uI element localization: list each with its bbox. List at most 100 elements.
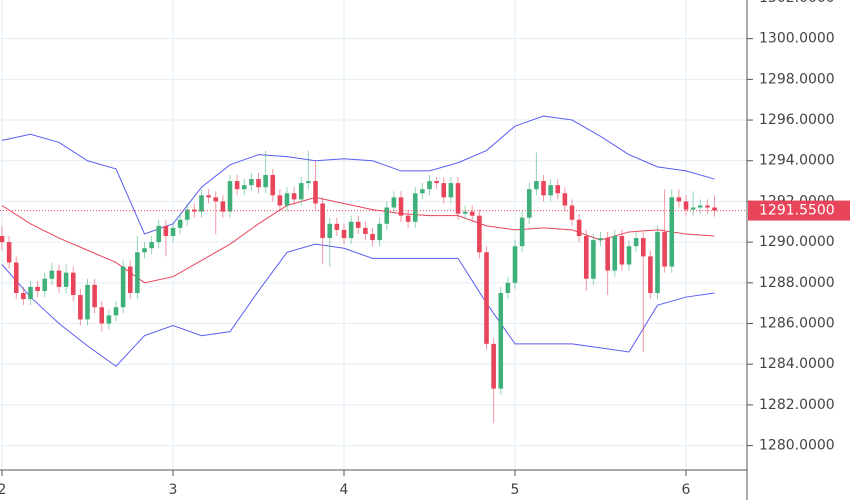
candle-body — [370, 233, 375, 241]
candle-body — [120, 266, 126, 308]
candle-body — [669, 197, 675, 267]
y-tick-label: 1302.0000 — [759, 0, 835, 6]
candle-body — [220, 201, 226, 212]
candle-body — [583, 236, 589, 279]
candle-body — [512, 246, 518, 283]
y-tick-label: 1284.0000 — [759, 356, 835, 372]
candle-body — [284, 193, 290, 206]
candle-body — [92, 284, 97, 308]
candle-body — [534, 181, 539, 190]
candle-body — [135, 252, 140, 293]
candle-body — [298, 183, 304, 200]
band-line — [1, 115, 715, 235]
plot-area — [0, 115, 747, 424]
candle-body — [605, 238, 610, 271]
candle-body — [598, 238, 603, 241]
candle-body — [441, 183, 447, 198]
y-tick-label: 1290.0000 — [759, 234, 835, 250]
candle-body — [377, 223, 382, 241]
candle-body — [277, 195, 283, 206]
candle-body — [227, 181, 233, 212]
y-tick-label: 1286.0000 — [759, 316, 835, 332]
candle-body — [42, 278, 48, 291]
candle-body — [519, 217, 525, 247]
candle-body — [384, 207, 390, 224]
candle-body — [177, 219, 183, 228]
candle-body — [712, 207, 717, 211]
candle-body — [391, 197, 397, 208]
candle-body — [626, 246, 632, 265]
candle-body — [555, 185, 561, 194]
candle-body — [106, 315, 112, 324]
candle-body — [306, 181, 311, 184]
candle-body — [648, 256, 653, 293]
candle-body — [469, 211, 475, 216]
candle-body — [348, 221, 354, 239]
candle-body — [505, 282, 511, 293]
candle-body — [234, 181, 240, 190]
candle-body — [548, 185, 553, 196]
candle-body — [0, 236, 5, 243]
band-line — [1, 243, 715, 367]
candle-body — [355, 221, 361, 228]
candle-body — [405, 215, 411, 222]
candle-body — [462, 211, 468, 214]
candle-body — [427, 181, 432, 190]
candle-body — [13, 262, 19, 293]
x-tick-label: 4 — [340, 482, 349, 498]
candle-body — [498, 292, 504, 389]
candle-body — [6, 242, 12, 263]
candle-body — [241, 185, 247, 190]
candle-body — [640, 238, 646, 257]
last-price-tag — [748, 200, 850, 221]
candle-body — [341, 229, 347, 239]
candle-body — [313, 181, 318, 204]
candle-body — [477, 215, 482, 253]
candle-body — [270, 174, 276, 196]
candle-body — [591, 240, 596, 279]
candle-body — [541, 181, 546, 196]
candle-body — [113, 307, 119, 316]
x-tick-label: 3 — [169, 482, 178, 498]
candle-body — [35, 286, 40, 291]
last-price-label: 1291.5500 — [759, 203, 835, 219]
y-tick-label: 1296.0000 — [759, 112, 835, 128]
candle-body — [327, 223, 333, 239]
candle-body — [320, 203, 325, 239]
candle-body — [249, 179, 254, 186]
candle-body — [662, 231, 667, 267]
x-tick-label: 6 — [682, 482, 691, 498]
candle-body — [184, 209, 190, 220]
candle-body — [526, 189, 532, 218]
candle-body — [127, 266, 133, 293]
y-tick-label: 1282.0000 — [759, 397, 835, 413]
candle-body — [156, 225, 162, 243]
candle-body — [70, 272, 76, 296]
candle-body — [49, 270, 55, 279]
candle-body — [213, 197, 219, 202]
candle-body — [63, 272, 69, 287]
candle-body — [85, 284, 90, 320]
candle-body — [163, 225, 169, 237]
y-tick-label: 1294.0000 — [759, 153, 835, 169]
candle-body — [705, 205, 710, 208]
candle-body — [434, 181, 439, 184]
candle-body — [690, 207, 696, 210]
y-tick-label: 1280.0000 — [759, 438, 835, 454]
candle-body — [99, 307, 105, 324]
x-tick-label: 5 — [511, 482, 520, 498]
candle-body — [206, 195, 211, 198]
candle-body — [149, 242, 154, 249]
candle-body — [398, 197, 404, 216]
candle-body — [291, 193, 297, 200]
candle-body — [142, 248, 147, 253]
candle-body — [683, 201, 689, 210]
candle-body — [199, 195, 204, 212]
candle-body — [170, 227, 176, 237]
candle-body — [363, 227, 368, 234]
y-tick-label: 1300.0000 — [759, 31, 835, 47]
band-line — [1, 196, 715, 284]
candle-body — [576, 219, 582, 237]
candle-body — [256, 179, 261, 188]
